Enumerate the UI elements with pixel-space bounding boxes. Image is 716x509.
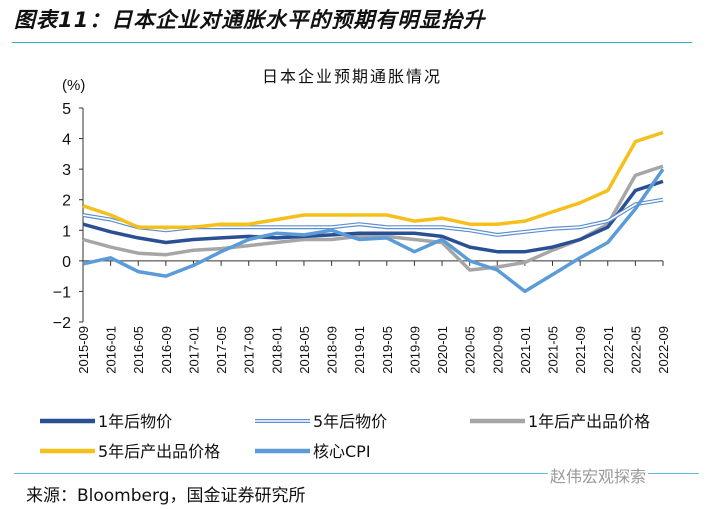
- legend-label: 5年后产出品价格: [98, 442, 220, 461]
- legend-label: 5年后物价: [313, 412, 387, 431]
- y-tick-label: 2: [62, 193, 71, 210]
- x-tick-label: 2018-05: [297, 326, 312, 374]
- source-divider: [14, 473, 699, 474]
- x-tick-label: 2016-05: [131, 326, 146, 374]
- title-divider: [12, 42, 692, 43]
- x-tick-label: 2021-09: [573, 326, 588, 374]
- x-tick-label: 2017-01: [186, 326, 201, 374]
- x-tick-label: 2020-09: [490, 326, 505, 374]
- x-tick-label: 2019-09: [407, 326, 422, 374]
- y-axis-unit: (%): [62, 77, 85, 94]
- x-tick-label: 2020-01: [435, 326, 450, 374]
- legend-label: 1年后产出品价格: [528, 412, 650, 431]
- chart-title: 日本企业预期通胀情况: [262, 67, 442, 86]
- x-tick-label: 2022-01: [601, 326, 616, 374]
- legend-label: 核心CPI: [313, 442, 371, 461]
- x-tick-label: 2020-05: [463, 326, 478, 374]
- x-tick-label: 2019-05: [380, 326, 395, 374]
- figure-title: 图表11：日本企业对通胀水平的预期有明显抬升: [14, 8, 486, 32]
- line-chart: 日本企业预期通胀情况 (%) 5 4 3 2 1 0 −1 −2 2015-09 2016-01 201…: [40, 67, 671, 461]
- series-line-2: [82, 164, 664, 272]
- x-tick-label: 2021-05: [546, 326, 561, 374]
- x-tick-label: 2022-09: [656, 326, 671, 374]
- x-tick-label: 2017-05: [214, 326, 229, 374]
- x-tick-label: 2018-01: [269, 326, 284, 374]
- x-tick-label: 2015-09: [76, 326, 91, 374]
- y-tick-label: 3: [62, 162, 71, 179]
- x-tick-label: 2017-09: [242, 326, 257, 374]
- series-line-4: [82, 168, 665, 294]
- y-tick-label: 5: [62, 101, 71, 118]
- y-tick-label: 1: [62, 223, 71, 240]
- source-note: 来源：Bloomberg，国金证券研究所: [26, 486, 306, 506]
- y-tick-label: 4: [62, 132, 71, 149]
- series-line-3: [82, 130, 664, 229]
- series-line-0: [82, 179, 664, 254]
- y-tick-label: −1: [53, 284, 71, 301]
- x-tick-label: 2021-01: [518, 326, 533, 374]
- y-tick-label: −2: [53, 315, 71, 332]
- legend-label: 1年后物价: [98, 412, 172, 431]
- x-tick-label: 2018-09: [325, 326, 340, 374]
- watermark: 赵伟宏观探索: [548, 463, 649, 487]
- y-tick-label: 0: [62, 254, 71, 271]
- x-tick-label: 2019-01: [352, 326, 367, 374]
- x-tick-label: 2016-01: [104, 326, 119, 374]
- x-tick-label: 2016-09: [159, 326, 174, 374]
- x-tick-label: 2022-05: [628, 326, 643, 374]
